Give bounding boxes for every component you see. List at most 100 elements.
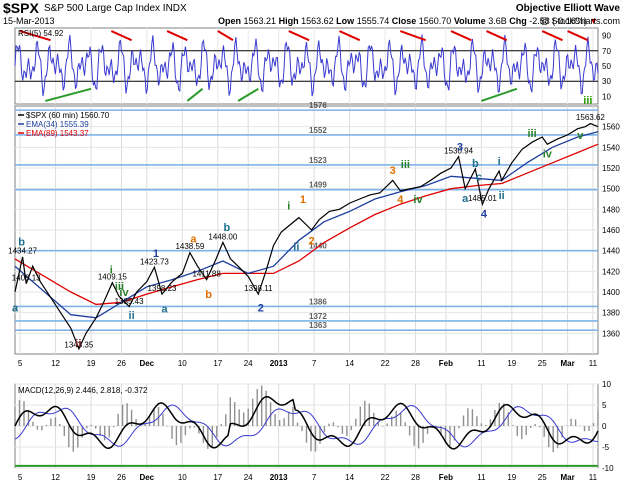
price-y-tick-label: 1440	[602, 247, 620, 256]
rsi-top-mark	[541, 30, 563, 42]
wave-label: ii	[129, 310, 135, 322]
price-annotation: 1398.11	[244, 284, 273, 293]
wave-label: a	[462, 193, 469, 205]
wave-label: iii	[583, 95, 592, 107]
macd-x-tick-label: 25	[538, 473, 547, 482]
watermark-source: @ StockCharts.com	[539, 16, 620, 26]
rsi-top-mark	[450, 30, 472, 42]
x-tick-label: 14	[345, 359, 354, 368]
price-y-tick-label: 1360	[602, 329, 620, 338]
price-annotation: 1563.62	[576, 113, 605, 122]
macd-x-tick-label: 11	[589, 473, 598, 482]
x-tick-label: 2013	[270, 359, 288, 368]
macd-title: MACD(12,26,9) 2.446, 2.818, -0.372	[18, 386, 148, 395]
price-y-tick-label: 1420	[602, 267, 620, 276]
chg-value: -2.53 (-0.16%)	[529, 16, 587, 26]
price-annotation: 1411.88	[192, 270, 221, 279]
low-value: 1555.74	[356, 16, 390, 26]
wave-label: 3	[390, 165, 396, 177]
wave-label: b	[472, 158, 479, 170]
price-line	[14, 122, 599, 351]
level-label: 1552	[309, 126, 327, 135]
wave-label: iii	[401, 159, 410, 171]
macd-y-tick-label: -10	[602, 464, 614, 473]
macd-x-tick-label: 12	[51, 473, 60, 482]
wave-label: 3	[457, 141, 463, 153]
x-tick-label: 7	[312, 359, 317, 368]
price-annotation: 1423.73	[140, 257, 169, 266]
price-y-tick-label: 1460	[602, 226, 620, 235]
macd-x-tick-label: Feb	[439, 473, 453, 482]
price-annotation: 1434.27	[8, 247, 37, 256]
x-tick-label: Mar	[560, 359, 574, 368]
macd-y-tick-label: 5	[602, 401, 607, 410]
macd-x-tick-label: 7	[312, 473, 317, 482]
macd-x-tick-label: 19	[507, 473, 516, 482]
rsi-panel-frame	[14, 27, 599, 105]
wave-label: 4	[481, 209, 488, 221]
price-annotation: 1448.00	[208, 232, 237, 241]
price-annotation: 1408.13	[12, 274, 41, 283]
wave-label: 4	[397, 194, 404, 206]
volume-value: 3.6B	[488, 16, 507, 26]
x-tick-label: 12	[51, 359, 60, 368]
x-tick-label: 19	[87, 359, 96, 368]
wave-label: ii	[499, 190, 505, 202]
x-tick-label: 22	[381, 359, 390, 368]
price-y-tick-label: 1480	[602, 205, 620, 214]
rsi-top-mark	[110, 30, 133, 42]
macd-y-tick-label: 10	[602, 380, 611, 389]
level-label: 1523	[309, 156, 327, 165]
rsi-bottom-mark	[45, 87, 92, 102]
down-arrow-icon: ▼	[589, 16, 599, 26]
wave-label: a	[161, 304, 168, 316]
date-label: 15-Mar-2013	[3, 16, 55, 26]
rsi-y-tick-label: 30	[602, 77, 611, 86]
wave-label: iv	[543, 149, 553, 161]
wave-label: i	[110, 264, 113, 276]
ohlc-bar: Open 1563.21 High 1563.62 Low 1555.74 Cl…	[218, 16, 598, 26]
rsi-top-mark	[19, 30, 51, 42]
price-y-tick-label: 1540	[602, 143, 620, 152]
price-annotation: 1409.15	[98, 273, 127, 282]
high-value: 1563.62	[301, 16, 334, 26]
wave-label: 1	[153, 248, 159, 260]
price-y-tick-label: 1400	[602, 288, 620, 297]
price-y-tick-label: 1560	[602, 123, 620, 132]
macd-x-tick-label: Mar	[560, 473, 574, 482]
x-tick-label: Feb	[439, 359, 453, 368]
price-annotation: 1485.01	[468, 194, 497, 203]
wave-label: 1	[300, 194, 306, 206]
price-y-tick-label: 1380	[602, 309, 620, 318]
macd-x-tick-label: 19	[87, 473, 96, 482]
legend-entry: $SPX (60 min) 1560.70	[26, 111, 110, 120]
macd-x-tick-label: 26	[117, 473, 126, 482]
legend-entry: EMA(34) 1555.39	[26, 120, 89, 129]
wave-label: iii	[115, 281, 124, 293]
x-tick-label: 11	[589, 359, 598, 368]
price-annotation: 1343.35	[64, 341, 93, 350]
macd-x-tick-label: Dec	[139, 473, 154, 482]
low-label: Low	[336, 16, 355, 26]
rsi-y-tick-label: 50	[602, 62, 611, 71]
wave-label: b	[224, 222, 231, 234]
rsi-top-mark	[399, 30, 426, 42]
x-tick-label: 24	[244, 359, 253, 368]
legend-entry: EMA(89) 1543.37	[26, 129, 89, 138]
x-tick-label: 5	[18, 359, 23, 368]
macd-histogram	[14, 385, 599, 453]
chg-label: Chg	[509, 16, 527, 26]
exchange-label: INDX	[162, 3, 187, 14]
level-label: 1499	[309, 181, 327, 190]
price-y-tick-label: 1520	[602, 164, 620, 173]
open-value: 1563.21	[243, 16, 277, 26]
level-label: 1386	[309, 297, 327, 306]
x-tick-label: 28	[411, 359, 420, 368]
macd-x-tick-label: 5	[18, 473, 23, 482]
macd-y-tick-label: -5	[602, 443, 610, 452]
wave-label: i	[498, 156, 501, 168]
rsi-y-tick-label: 90	[602, 32, 611, 41]
rsi-top-mark	[567, 30, 589, 42]
level-label: 1363	[309, 321, 327, 330]
wave-label: c	[476, 171, 482, 183]
